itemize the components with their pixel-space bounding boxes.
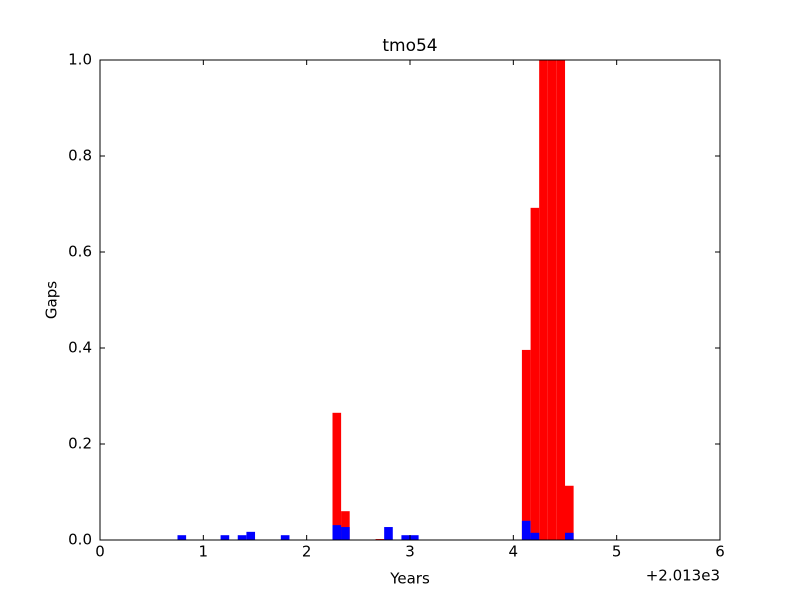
bar bbox=[539, 60, 548, 540]
x-tick-label: 5 bbox=[612, 543, 622, 561]
bar bbox=[565, 532, 574, 540]
bar bbox=[246, 531, 256, 540]
bar bbox=[280, 535, 290, 540]
bar bbox=[237, 535, 247, 540]
bar bbox=[521, 349, 531, 540]
x-axis-label: Years bbox=[389, 570, 430, 588]
x-tick-label: 6 bbox=[715, 543, 725, 561]
y-tick-label: 0.8 bbox=[68, 147, 92, 165]
x-offset-label: +2.013e3 bbox=[646, 567, 720, 585]
bar bbox=[530, 532, 540, 540]
bar bbox=[177, 535, 187, 540]
x-tick-label: 0 bbox=[95, 543, 105, 561]
chart-title: tmo54 bbox=[382, 36, 437, 56]
bar bbox=[341, 511, 350, 540]
y-tick-label: 0.6 bbox=[68, 243, 92, 261]
bar bbox=[547, 60, 557, 540]
bar bbox=[530, 207, 540, 540]
bar bbox=[565, 485, 574, 540]
bar bbox=[332, 412, 342, 540]
plot-area bbox=[177, 60, 574, 540]
x-tick-label: 3 bbox=[405, 543, 415, 561]
bar bbox=[521, 520, 531, 540]
y-axis-label: Gaps bbox=[43, 281, 61, 319]
y-tick-label: 0.2 bbox=[68, 435, 92, 453]
bar bbox=[220, 535, 230, 540]
bar bbox=[401, 535, 411, 540]
bar bbox=[332, 525, 342, 540]
y-tick-label: 0.0 bbox=[68, 531, 92, 549]
x-tick-label: 1 bbox=[199, 543, 209, 561]
bar bbox=[556, 60, 566, 540]
y-tick-label: 1.0 bbox=[68, 51, 92, 69]
x-tick-label: 2 bbox=[302, 543, 312, 561]
bar bbox=[341, 527, 350, 540]
bar bbox=[384, 527, 393, 540]
bar bbox=[410, 535, 419, 540]
y-tick-label: 0.4 bbox=[68, 339, 92, 357]
x-tick-label: 4 bbox=[509, 543, 519, 561]
